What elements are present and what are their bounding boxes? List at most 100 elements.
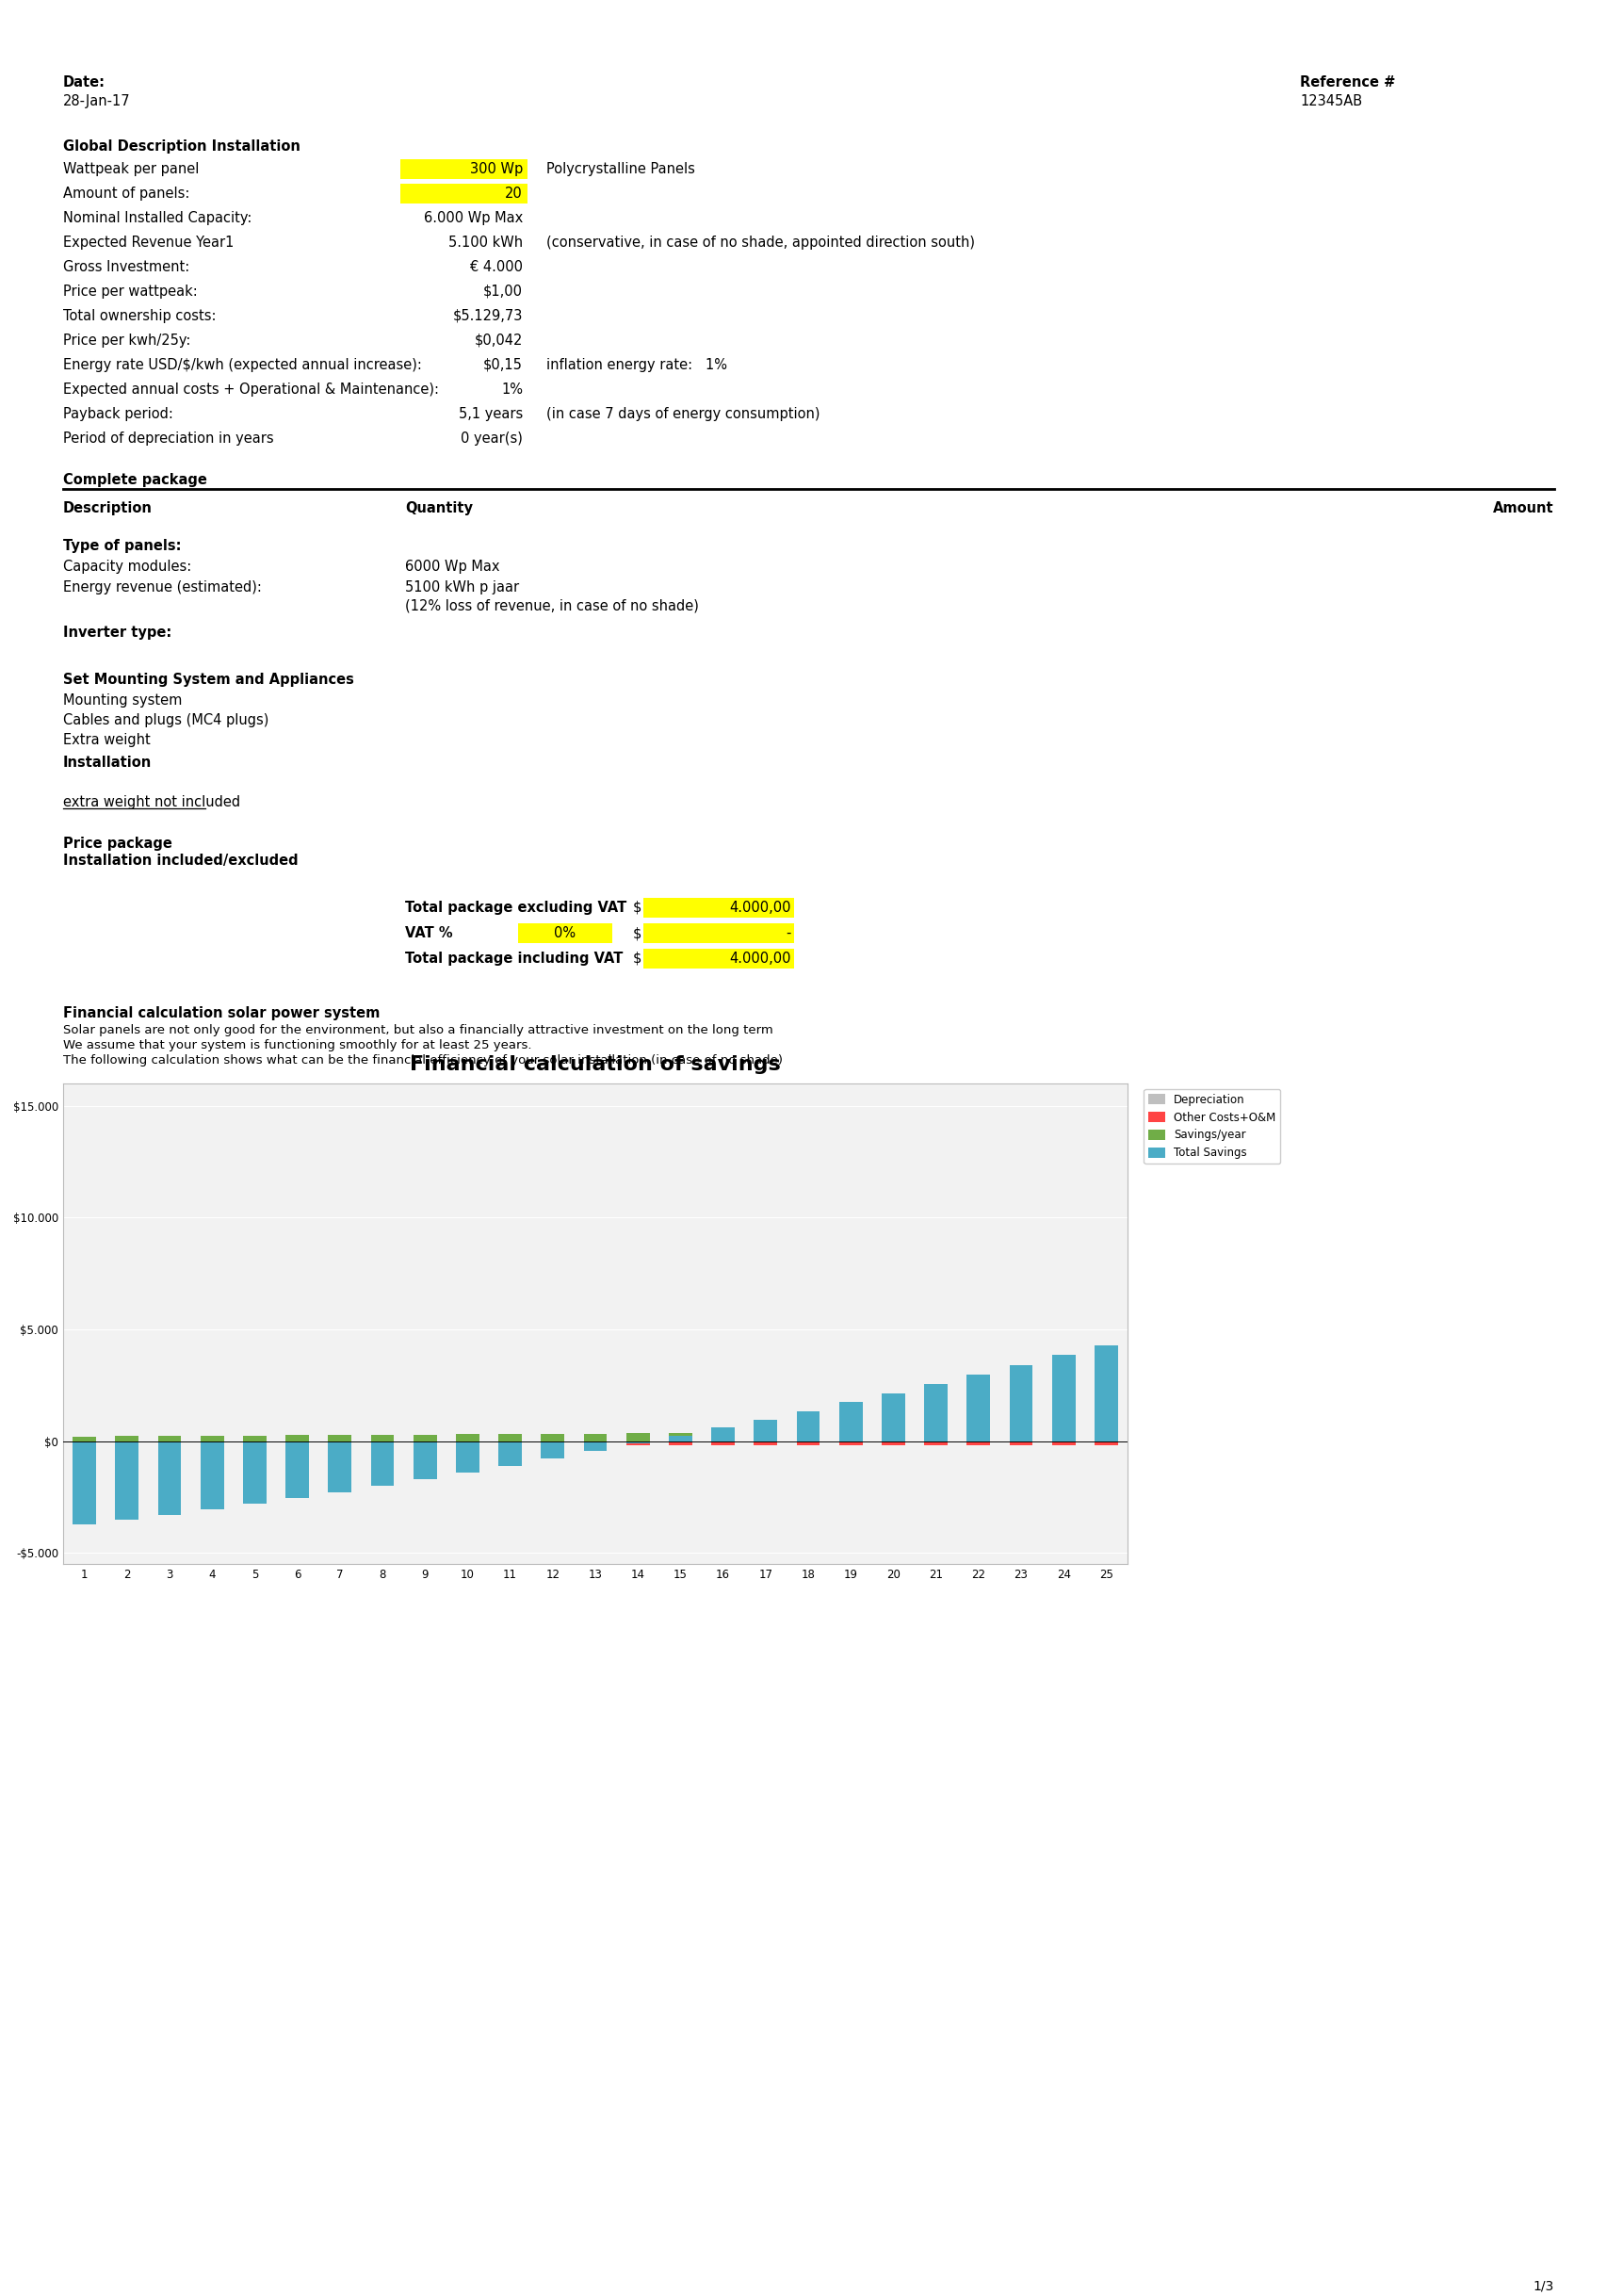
- Text: We assume that your system is functioning smoothly for at least 25 years.: We assume that your system is functionin…: [63, 1040, 532, 1052]
- Bar: [200, 1442, 224, 1508]
- Text: Gross Investment:: Gross Investment:: [63, 259, 190, 273]
- Bar: [967, 1442, 990, 1446]
- Bar: [498, 1442, 523, 1446]
- Bar: [1094, 1430, 1118, 1442]
- Text: 20: 20: [505, 186, 523, 200]
- Text: Installation included/excluded: Installation included/excluded: [63, 854, 299, 868]
- Text: Total package including VAT: Total package including VAT: [406, 951, 623, 967]
- Bar: [923, 1433, 948, 1442]
- Bar: [584, 1433, 607, 1442]
- Text: € 4.000: € 4.000: [471, 259, 523, 273]
- Text: 12345AB: 12345AB: [1300, 94, 1362, 108]
- Text: Extra weight: Extra weight: [63, 732, 151, 746]
- Bar: [73, 1442, 96, 1525]
- Text: Complete package: Complete package: [63, 473, 208, 487]
- Bar: [923, 1384, 948, 1442]
- Bar: [711, 1442, 735, 1446]
- Text: Energy rate USD/$/kwh (expected annual increase):: Energy rate USD/$/kwh (expected annual i…: [63, 358, 422, 372]
- Bar: [401, 158, 527, 179]
- Bar: [923, 1442, 948, 1446]
- Text: Description: Description: [63, 501, 153, 514]
- Text: extra weight not included: extra weight not included: [63, 794, 240, 808]
- Bar: [243, 1442, 266, 1446]
- Text: 28-Jan-17: 28-Jan-17: [63, 94, 130, 108]
- Bar: [498, 1442, 523, 1465]
- Text: Expected annual costs + Operational & Maintenance):: Expected annual costs + Operational & Ma…: [63, 383, 438, 397]
- Text: Global Description Installation: Global Description Installation: [63, 140, 300, 154]
- Text: (12% loss of revenue, in case of no shade): (12% loss of revenue, in case of no shad…: [406, 599, 700, 613]
- Bar: [755, 1419, 777, 1442]
- Text: Inverter type:: Inverter type:: [63, 625, 172, 641]
- Bar: [881, 1433, 906, 1442]
- Text: Price per wattpeak:: Price per wattpeak:: [63, 285, 198, 298]
- Text: $1,00: $1,00: [484, 285, 523, 298]
- Bar: [157, 1442, 182, 1446]
- Text: -: -: [786, 925, 792, 941]
- Bar: [370, 1435, 394, 1442]
- Text: Energy revenue (estimated):: Energy revenue (estimated):: [63, 581, 261, 595]
- Text: Type of panels:: Type of panels:: [63, 540, 182, 553]
- Bar: [370, 1442, 394, 1486]
- Text: The following calculation shows what can be the financial efficiency of your sol: The following calculation shows what can…: [63, 1054, 782, 1068]
- Text: Price per kwh/25y:: Price per kwh/25y:: [63, 333, 190, 347]
- Bar: [1052, 1355, 1076, 1442]
- Text: Cables and plugs (MC4 plugs): Cables and plugs (MC4 plugs): [63, 714, 269, 728]
- Bar: [157, 1435, 182, 1442]
- Text: $5.129,73: $5.129,73: [453, 310, 523, 324]
- Text: 6.000 Wp Max: 6.000 Wp Max: [424, 211, 523, 225]
- Bar: [414, 1442, 437, 1446]
- Text: $0,15: $0,15: [484, 358, 523, 372]
- Text: $: $: [633, 900, 641, 914]
- Text: (conservative, in case of no shade, appointed direction south): (conservative, in case of no shade, appo…: [547, 236, 975, 250]
- Bar: [243, 1435, 266, 1442]
- Text: Reference #: Reference #: [1300, 76, 1396, 90]
- Bar: [518, 923, 612, 944]
- Text: Financial calculation solar power system: Financial calculation solar power system: [63, 1006, 380, 1019]
- Text: 0 year(s): 0 year(s): [461, 432, 523, 445]
- Text: 4.000,00: 4.000,00: [730, 900, 792, 914]
- Text: Quantity: Quantity: [406, 501, 472, 514]
- Bar: [755, 1433, 777, 1442]
- Text: (in case 7 days of energy consumption): (in case 7 days of energy consumption): [547, 406, 820, 420]
- Text: 5,1 years: 5,1 years: [459, 406, 523, 420]
- Bar: [456, 1442, 479, 1472]
- Bar: [200, 1435, 224, 1442]
- Bar: [157, 1442, 182, 1515]
- Bar: [643, 948, 794, 969]
- Bar: [643, 923, 794, 944]
- Text: Expected Revenue Year1: Expected Revenue Year1: [63, 236, 234, 250]
- Text: 0%: 0%: [555, 925, 576, 941]
- Text: Wattpeak per panel: Wattpeak per panel: [63, 163, 200, 177]
- Text: $0,042: $0,042: [474, 333, 523, 347]
- Text: Period of depreciation in years: Period of depreciation in years: [63, 432, 274, 445]
- Bar: [414, 1442, 437, 1479]
- Bar: [881, 1442, 906, 1446]
- Bar: [456, 1435, 479, 1442]
- Bar: [626, 1442, 649, 1444]
- Text: Nominal Installed Capacity:: Nominal Installed Capacity:: [63, 211, 252, 225]
- Text: Set Mounting System and Appliances: Set Mounting System and Appliances: [63, 673, 354, 687]
- Bar: [243, 1442, 266, 1504]
- Text: Polycrystalline Panels: Polycrystalline Panels: [547, 163, 695, 177]
- Bar: [839, 1442, 862, 1446]
- Bar: [797, 1433, 820, 1442]
- Bar: [328, 1435, 352, 1442]
- Text: inflation energy rate:   1%: inflation energy rate: 1%: [547, 358, 727, 372]
- Bar: [370, 1442, 394, 1446]
- Bar: [1094, 1345, 1118, 1442]
- Text: 4.000,00: 4.000,00: [730, 951, 792, 967]
- Bar: [200, 1442, 224, 1446]
- Bar: [626, 1433, 649, 1442]
- Text: VAT %: VAT %: [406, 925, 453, 941]
- Bar: [1010, 1442, 1032, 1446]
- Bar: [73, 1442, 96, 1446]
- Text: 5.100 kWh: 5.100 kWh: [448, 236, 523, 250]
- Text: Mounting system: Mounting system: [63, 693, 182, 707]
- Bar: [414, 1435, 437, 1442]
- Bar: [540, 1442, 565, 1446]
- Bar: [669, 1433, 691, 1442]
- Legend: Depreciation, Other Costs+O&M, Savings/year, Total Savings: Depreciation, Other Costs+O&M, Savings/y…: [1144, 1088, 1281, 1164]
- Bar: [286, 1442, 308, 1446]
- Text: $: $: [633, 951, 641, 967]
- Bar: [839, 1403, 862, 1442]
